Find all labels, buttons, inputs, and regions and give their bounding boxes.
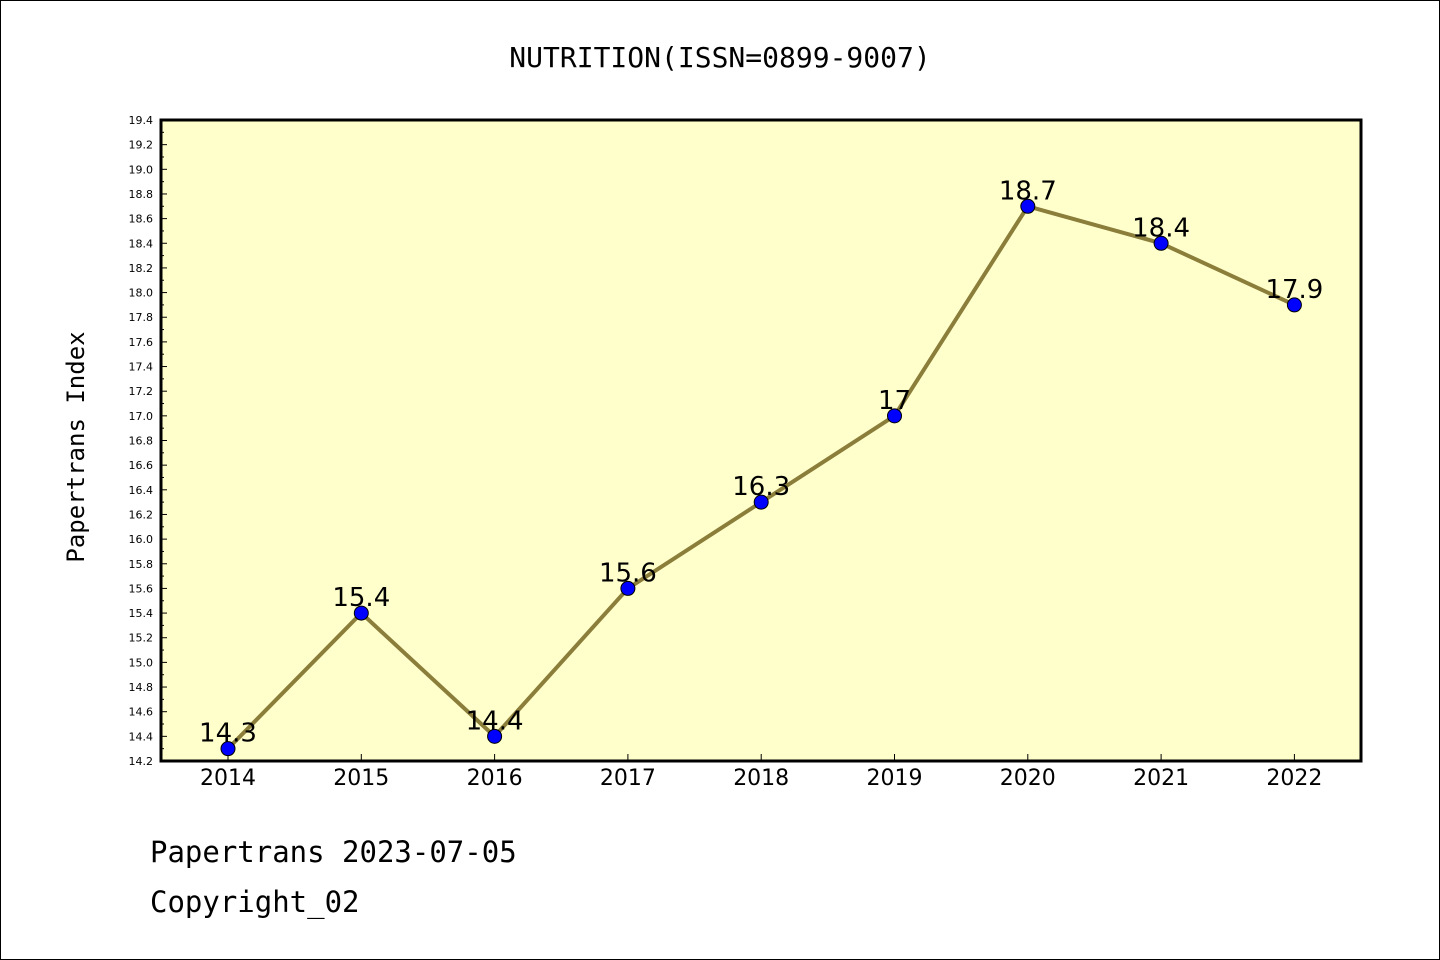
y-tick-label: 18.6 bbox=[129, 213, 154, 226]
x-axis: 2014 2015 2016 2017 2018 2019 2020 2021 2022 bbox=[200, 754, 1322, 791]
y-tick-label: 15.2 bbox=[129, 632, 154, 645]
y-tick-label: 14.8 bbox=[129, 681, 154, 694]
x-tick-label: 2021 bbox=[1133, 766, 1189, 791]
y-tick-label: 16.2 bbox=[129, 508, 154, 521]
data-point bbox=[487, 728, 503, 744]
data-point bbox=[220, 741, 236, 757]
y-tick-label: 15.0 bbox=[129, 656, 154, 669]
y-tick-label: 17.8 bbox=[129, 311, 154, 324]
y-tick-label: 19.4 bbox=[129, 114, 154, 127]
y-tick-label: 16.8 bbox=[129, 435, 154, 448]
y-tick-label: 18.4 bbox=[129, 237, 154, 250]
data-label: 16.3 bbox=[732, 472, 790, 502]
data-point bbox=[1153, 235, 1169, 251]
y-tick-label: 19.0 bbox=[129, 163, 154, 176]
data-label: 18.7 bbox=[999, 176, 1057, 206]
data-point bbox=[887, 408, 902, 424]
data-label: 15.6 bbox=[599, 558, 657, 588]
x-tick-label: 2019 bbox=[867, 766, 923, 791]
data-label: 18.4 bbox=[1132, 213, 1190, 243]
data-label: 17 bbox=[878, 386, 911, 416]
data-label: 14.4 bbox=[466, 706, 524, 736]
x-tick-label: 2017 bbox=[600, 766, 656, 791]
x-tick-label: 2016 bbox=[467, 766, 523, 791]
y-tick-label: 18.0 bbox=[129, 287, 154, 300]
y-tick-label: 16.6 bbox=[129, 459, 154, 472]
y-tick-label: 14.4 bbox=[129, 730, 154, 743]
data-labels: 14.3 15.4 14.4 15.6 16.3 17 18.7 18.4 17.9 bbox=[199, 176, 1323, 748]
data-label: 15.4 bbox=[332, 583, 390, 613]
y-tick-label: 16.4 bbox=[129, 484, 154, 497]
y-tick-label: 17.4 bbox=[129, 361, 154, 374]
plot-area bbox=[161, 120, 1361, 761]
y-tick-label: 14.2 bbox=[129, 755, 154, 768]
y-axis-label: Papertrans Index bbox=[62, 331, 90, 562]
y-tick-label: 18.2 bbox=[129, 262, 154, 275]
y-tick-label: 15.8 bbox=[129, 558, 154, 571]
y-tick-label: 19.2 bbox=[129, 139, 154, 152]
x-tick-label: 2015 bbox=[333, 766, 389, 791]
y-tick-label: 18.8 bbox=[129, 188, 154, 201]
data-point bbox=[620, 580, 636, 596]
y-tick-label: 15.6 bbox=[129, 582, 154, 595]
x-tick-label: 2020 bbox=[1000, 766, 1056, 791]
plot-border bbox=[159, 118, 1363, 763]
data-point bbox=[353, 605, 369, 621]
y-tick-label: 17.2 bbox=[129, 385, 154, 398]
y-tick-label: 16.0 bbox=[129, 533, 154, 546]
y-tick-label: 14.6 bbox=[129, 706, 154, 719]
data-point bbox=[1020, 198, 1036, 214]
x-tick-label: 2018 bbox=[733, 766, 789, 791]
y-tick-label: 15.4 bbox=[129, 607, 154, 620]
data-label: 17.9 bbox=[1265, 275, 1323, 305]
chart-title: NUTRITION(ISSN=0899-9007) bbox=[509, 41, 930, 74]
series-markers bbox=[220, 198, 1302, 757]
footer-date: Papertrans 2023-07-05 bbox=[150, 835, 517, 869]
y-tick-label: 17.6 bbox=[129, 336, 154, 349]
x-tick-label: 2022 bbox=[1266, 766, 1322, 791]
data-point bbox=[1286, 297, 1302, 313]
y-axis: 14.2 14.4 14.6 14.8 15.0 15.2 15.4 15.6 15.8 16.0… bbox=[129, 114, 167, 768]
y-tick-label: 17.0 bbox=[129, 410, 154, 423]
x-tick-label: 2014 bbox=[200, 766, 256, 791]
footer-copyright: Copyright_02 bbox=[150, 885, 360, 919]
data-label: 14.3 bbox=[199, 719, 257, 749]
data-point bbox=[753, 494, 769, 510]
